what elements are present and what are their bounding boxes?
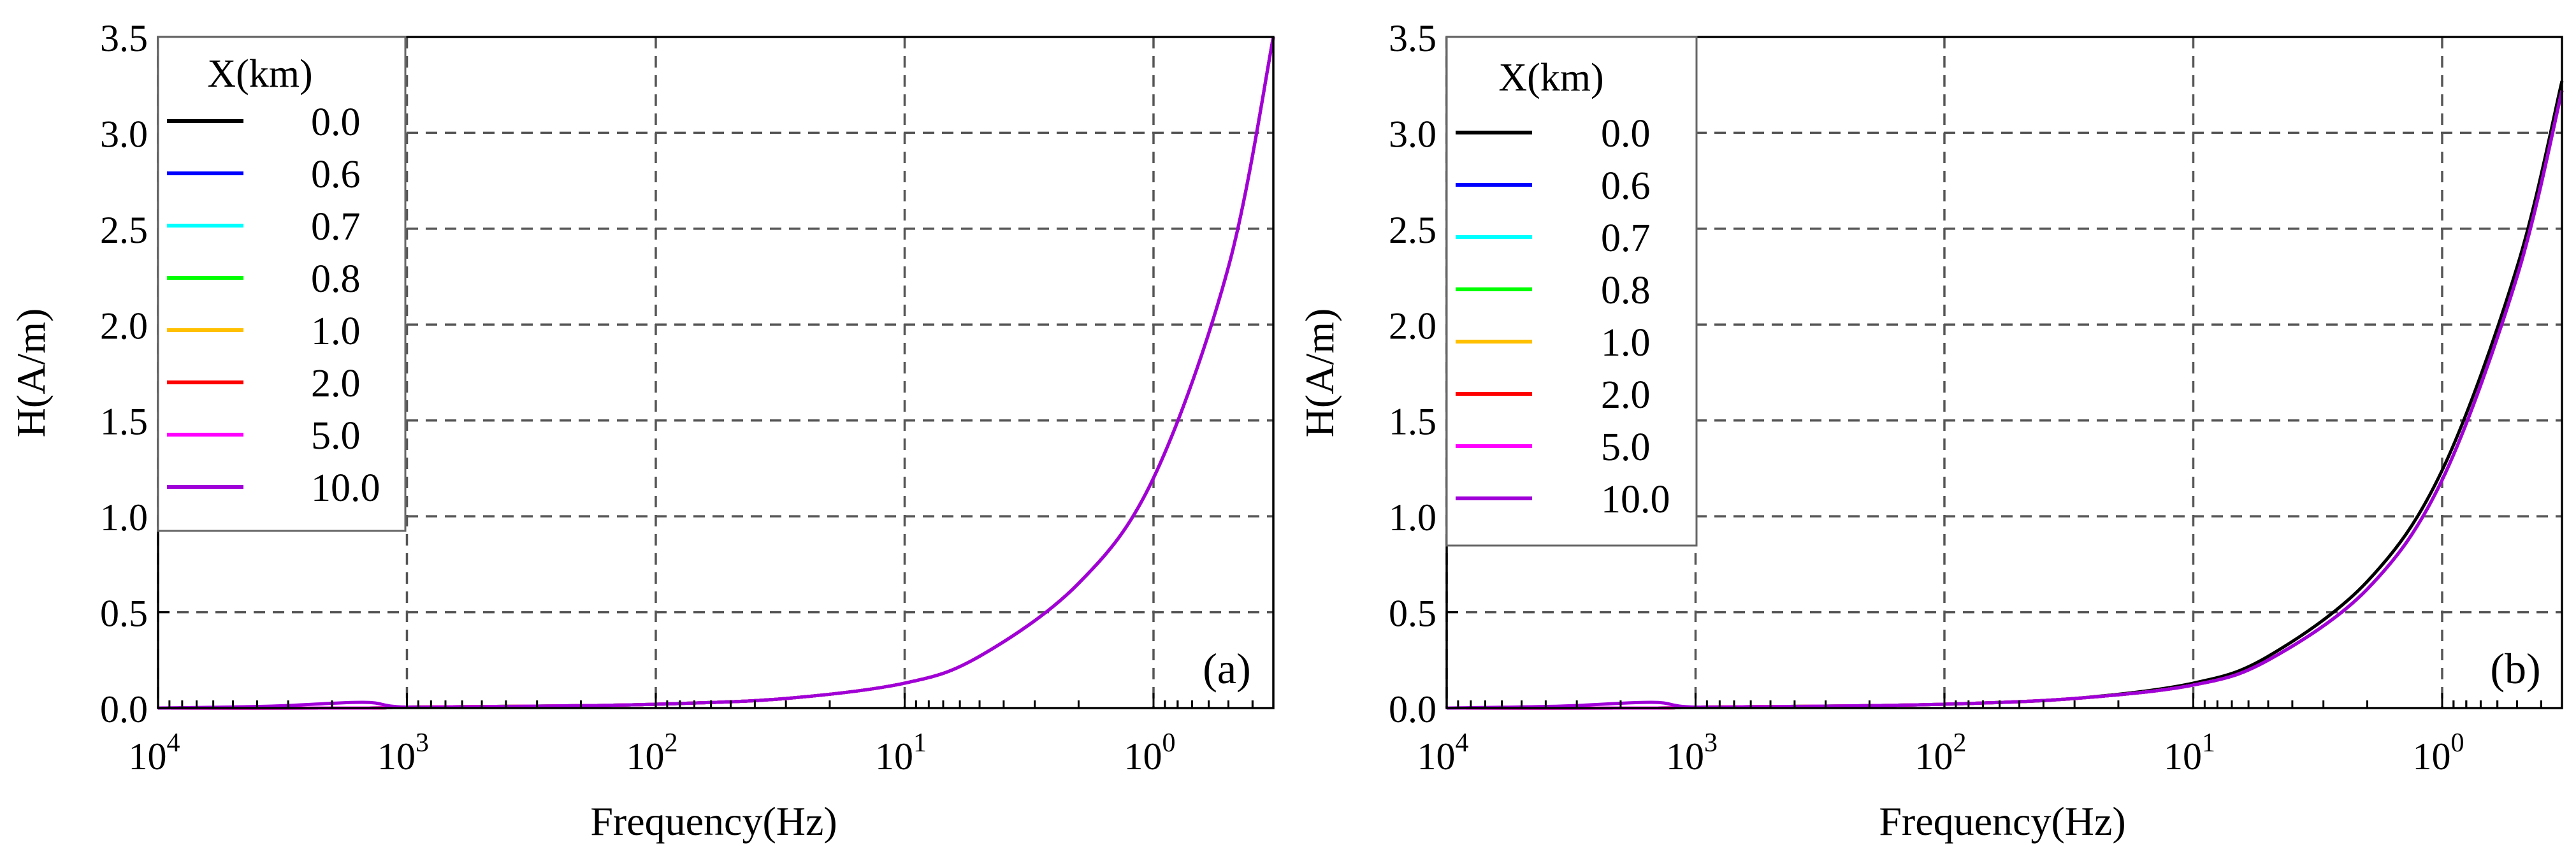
x-tick-label: 102 <box>626 728 677 778</box>
y-tick-label: 2.0 <box>100 305 148 347</box>
y-tick-label: 1.0 <box>1389 496 1436 539</box>
y-tick-label: 0.5 <box>100 593 148 635</box>
x-tick-label: 100 <box>1124 728 1175 778</box>
chart-panel-b: 0.0 0.5 1.0 1.5 2.0 2.5 3.0 3.5 104 103 102 101 100… <box>1297 17 2564 844</box>
y-tick-label: 3.5 <box>1389 17 1436 59</box>
y-tick-label: 0.0 <box>1389 688 1436 730</box>
y-tick-label: 3.0 <box>1389 113 1436 155</box>
x-tick-label: 101 <box>2164 728 2215 778</box>
legend-label: 0.8 <box>1601 269 1651 312</box>
chart-panel-a: 0.0 0.5 1.0 1.5 2.0 2.5 3.0 3.5 104 103 102 101 100… <box>8 17 1275 844</box>
legend-label: 5.0 <box>1601 426 1651 469</box>
y-tick-label: 2.0 <box>1389 305 1436 347</box>
panel-label: (b) <box>2490 644 2540 693</box>
y-tick-label: 0.0 <box>100 688 148 730</box>
legend-label: 0.0 <box>311 101 361 144</box>
y-tick-label: 3.0 <box>100 113 148 155</box>
y-tick-label: 1.5 <box>1389 401 1436 443</box>
legend-label: 0.7 <box>311 205 361 249</box>
x-tick-label: 102 <box>1914 728 1966 778</box>
legend-label: 1.0 <box>1601 321 1651 365</box>
panel-label: (a) <box>1203 644 1250 693</box>
series-line-10-0 <box>157 36 1275 710</box>
y-axis-label: H(A/m) <box>1297 308 1342 438</box>
legend: X(km) 0.0 0.6 0.7 0.8 1.0 2.0 5.0 10.0 <box>157 36 407 532</box>
legend-items: 0.0 0.6 0.7 0.8 1.0 2.0 5.0 10.0 <box>1456 112 1670 521</box>
x-tick-label: 103 <box>1666 728 1718 778</box>
legend-label: 0.6 <box>311 153 361 196</box>
x-axis-label: Frequency(Hz) <box>1879 799 2125 844</box>
x-tick-label: 100 <box>2412 728 2464 778</box>
legend-box <box>157 36 407 532</box>
legend-label: 0.7 <box>1601 217 1651 260</box>
y-tick-label: 2.5 <box>1389 209 1436 251</box>
axes: 0.0 0.5 1.0 1.5 2.0 2.5 3.0 3.5 104 103 102 101 100 <box>100 17 1254 778</box>
y-axis-label: H(A/m) <box>8 308 54 438</box>
legend-title: X(km) <box>1498 56 1603 99</box>
series-line-10-0 <box>1446 90 2564 710</box>
y-tick-label: 1.0 <box>100 496 148 539</box>
legend-title: X(km) <box>207 52 312 96</box>
x-axis-ticks: 104 103 102 101 100 <box>1417 693 2542 778</box>
y-tick-label: 1.5 <box>100 401 148 443</box>
legend-label: 10.0 <box>311 467 380 510</box>
x-axis-label: Frequency(Hz) <box>590 799 837 844</box>
legend-label: 1.0 <box>311 310 361 353</box>
legend-label: 0.6 <box>1601 164 1651 208</box>
legend-label: 0.8 <box>311 257 361 301</box>
y-tick-label: 2.5 <box>100 209 148 251</box>
legend-label: 10.0 <box>1601 478 1670 521</box>
x-axis-ticks: 104 103 102 101 100 <box>129 693 1254 778</box>
legend-label: 2.0 <box>311 362 361 405</box>
legend-label: 2.0 <box>1601 373 1651 417</box>
y-tick-label: 3.5 <box>100 17 148 59</box>
x-tick-label: 104 <box>1417 728 1469 778</box>
legend: X(km) 0.0 0.6 0.7 0.8 1.0 2.0 5.0 10.0 <box>1445 36 1698 547</box>
legend-items: 0.0 0.6 0.7 0.8 1.0 2.0 5.0 10.0 <box>167 101 380 510</box>
x-tick-label: 104 <box>129 728 180 778</box>
x-tick-label: 101 <box>875 728 927 778</box>
y-tick-label: 0.5 <box>1389 593 1436 635</box>
legend-label: 0.0 <box>1601 112 1651 156</box>
legend-label: 5.0 <box>311 414 361 458</box>
x-tick-label: 103 <box>377 728 429 778</box>
